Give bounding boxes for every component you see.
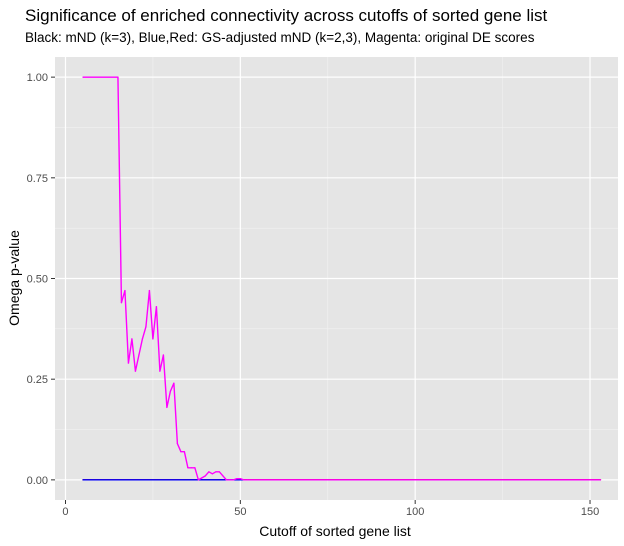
- series-4-point: [211, 473, 213, 475]
- series-4-point: [215, 471, 217, 473]
- series-4-point: [117, 76, 119, 78]
- series-4-point: [162, 354, 165, 356]
- x-axis-title: Cutoff of sorted gene list: [259, 523, 411, 539]
- series-4-point: [197, 479, 199, 481]
- chart-title: Significance of enriched connectivity ac…: [25, 6, 548, 25]
- series-4-point: [159, 370, 161, 372]
- series-4-point: [243, 479, 245, 481]
- series-4-point: [173, 382, 175, 384]
- y-axis-title: Omega p-value: [6, 230, 22, 326]
- series-4-point: [131, 338, 133, 340]
- x-axis: 0 50 100 150: [62, 500, 599, 518]
- x-tick-label: 50: [234, 506, 246, 518]
- series-4-point: [201, 477, 203, 479]
- series-4-point: [239, 478, 241, 480]
- y-tick-label: 0.00: [27, 475, 48, 487]
- y-tick-label: 0.75: [27, 173, 48, 185]
- series-layer: [82, 76, 602, 481]
- series-4-point: [208, 471, 210, 473]
- y-tick-label: 0.25: [27, 374, 48, 386]
- x-tick-label: 150: [581, 506, 599, 518]
- series-4-point: [599, 479, 602, 481]
- series-4-point: [180, 451, 182, 453]
- series-4-point: [229, 479, 231, 481]
- series-4-point: [141, 338, 144, 340]
- series-4-point: [176, 443, 178, 445]
- series-4-point: [187, 467, 189, 469]
- series-4-point: [138, 354, 140, 356]
- series-4-point: [82, 76, 84, 78]
- series-4-point: [134, 370, 137, 372]
- series-line-4: [82, 76, 601, 481]
- x-tick-label: 0: [62, 506, 68, 518]
- series-4-point: [232, 479, 234, 481]
- series-4-point: [152, 338, 154, 340]
- series-4-point: [183, 451, 185, 453]
- series-4-point: [124, 289, 126, 292]
- series-4-point: [155, 306, 158, 308]
- series-4-point: [225, 479, 227, 481]
- series-4-point: [166, 406, 168, 408]
- series-4-point: [120, 302, 123, 304]
- series-4-point: [169, 390, 171, 392]
- chart-subtitle: Black: mND (k=3), Blue,Red: GS-adjusted …: [25, 30, 535, 45]
- series-4-point: [246, 479, 248, 481]
- series-3-point: [82, 479, 84, 481]
- series-4-point: [236, 478, 238, 480]
- x-tick-label: 100: [406, 506, 424, 518]
- series-4-point: [222, 475, 224, 477]
- series-4-point: [148, 289, 151, 292]
- series-4-point: [145, 326, 147, 328]
- major-gridlines: [55, 57, 618, 500]
- series-4-point: [204, 475, 206, 477]
- series-4-point: [218, 471, 220, 473]
- y-axis: 0.00 0.25 0.50 0.75 1.00: [27, 72, 55, 487]
- series-4-point: [127, 362, 130, 364]
- series-4-point: [190, 467, 192, 469]
- y-tick-label: 0.50: [27, 274, 48, 286]
- series-4-point: [194, 467, 196, 469]
- y-tick-label: 1.00: [27, 72, 48, 84]
